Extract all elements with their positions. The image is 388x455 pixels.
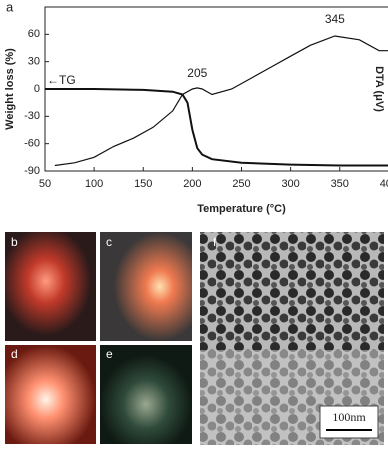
photo-e bbox=[100, 345, 192, 444]
panel-label: f bbox=[213, 235, 217, 249]
photo-panels: b c d e f 100nm bbox=[5, 232, 384, 445]
x-tick-label: 100 bbox=[85, 178, 103, 190]
annotation: 205 bbox=[187, 66, 207, 80]
y-tick-label: 60 bbox=[28, 28, 40, 40]
y-axis-label: Weight loss (%) bbox=[4, 48, 16, 130]
panel-label: a bbox=[6, 0, 14, 14]
scale-bar-label: 100nm bbox=[332, 410, 366, 424]
data-line bbox=[45, 88, 388, 167]
y2-axis-label: DTA (μV) bbox=[373, 66, 385, 112]
x-tick-label: 400 bbox=[380, 178, 388, 190]
y-tick-label: -90 bbox=[24, 165, 40, 177]
x-axis-label: Temperature (°C) bbox=[197, 203, 286, 215]
y-tick-label: -30 bbox=[24, 110, 40, 122]
x-tick-label: 250 bbox=[232, 178, 250, 190]
y-tick-label: 0 bbox=[34, 83, 40, 95]
y-tick-label: -60 bbox=[24, 138, 40, 150]
photo-b bbox=[5, 232, 96, 341]
x-tick-label: 350 bbox=[331, 178, 349, 190]
annotation: ←TG bbox=[47, 73, 76, 87]
scale-bar-box bbox=[319, 405, 379, 439]
photo-d bbox=[5, 345, 96, 444]
panel-label: e bbox=[106, 347, 113, 361]
data-line bbox=[54, 35, 388, 167]
x-tick-label: 200 bbox=[183, 178, 201, 190]
photo-c bbox=[100, 232, 192, 341]
x-tick-label: 150 bbox=[134, 178, 152, 190]
x-tick-label: 50 bbox=[39, 178, 51, 190]
panel-label: b bbox=[11, 235, 18, 249]
panel-label: c bbox=[106, 235, 112, 249]
x-tick-label: 300 bbox=[281, 178, 299, 190]
panel-label: d bbox=[11, 347, 18, 361]
y-tick-label: 30 bbox=[28, 56, 40, 68]
annotation: 345 bbox=[325, 12, 345, 26]
